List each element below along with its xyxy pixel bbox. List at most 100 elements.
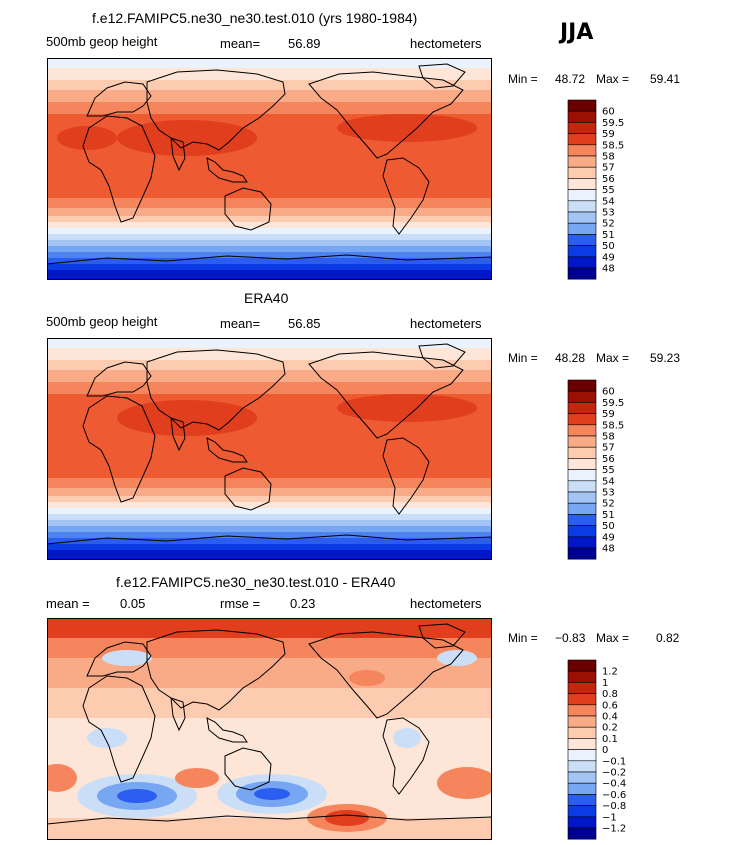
contour-band <box>47 338 492 348</box>
colorbar-box <box>567 760 597 773</box>
panel1-min-label: Min = <box>508 72 538 86</box>
contour-region <box>349 670 385 686</box>
colorbar-box <box>567 155 597 168</box>
colorbar-tick-label: 0.6 <box>602 700 618 711</box>
contour-band <box>47 240 492 246</box>
panel2-mean-label: mean= <box>220 316 261 331</box>
colorbar-tick-label: −1.2 <box>602 824 626 835</box>
colorbar-tick-label: 0.4 <box>602 712 618 723</box>
colorbar-tick-label: 57 <box>602 443 615 454</box>
panel2-min-value: 48.28 <box>555 351 586 365</box>
contour-band <box>47 526 492 532</box>
contour-band <box>47 270 492 280</box>
contour-region <box>175 768 219 788</box>
colorbar-tick-label: 0 <box>602 745 608 756</box>
colorbar-box <box>567 794 597 806</box>
colorbar-box <box>567 166 597 179</box>
contour-band <box>47 246 492 252</box>
contour-band <box>47 68 492 80</box>
colorbar-box <box>567 670 597 683</box>
panel2-title: ERA40 <box>244 290 289 306</box>
colorbar-tick-label: 58 <box>602 152 615 163</box>
coastline <box>47 254 492 280</box>
coastline <box>146 629 286 711</box>
colorbar-box <box>567 805 597 818</box>
coastline <box>170 697 186 732</box>
colorbar-box <box>567 458 597 470</box>
colorbar-tick-label: 53 <box>602 208 615 219</box>
colorbar-box <box>567 693 597 706</box>
coastline <box>206 437 248 463</box>
colorbar-tick-label: 1.2 <box>602 667 618 678</box>
contour-band <box>47 488 492 496</box>
colorbar-box <box>567 178 597 190</box>
coastline <box>47 814 492 840</box>
colorbar-box <box>567 267 597 280</box>
panel1-map <box>47 58 492 280</box>
colorbar-box <box>567 715 597 728</box>
map-frame <box>47 58 492 280</box>
panel1-mean-label: mean= <box>220 36 261 51</box>
coastline <box>224 747 272 791</box>
panel3-rmse-value: 0.23 <box>290 596 316 611</box>
contour-band <box>47 58 492 68</box>
colorbar-tick-label: 0.2 <box>602 723 618 734</box>
coastline <box>86 81 152 117</box>
panel3-min-value: −0.83 <box>555 631 586 645</box>
contour-band <box>47 80 492 90</box>
colorbar-tick-label: −0.4 <box>602 779 626 790</box>
contour-region <box>117 400 257 436</box>
panel3-units: hectometers <box>410 596 482 611</box>
coastline <box>206 157 248 183</box>
colorbar-box <box>567 536 597 549</box>
contour-region <box>57 126 117 150</box>
coastline <box>308 351 464 439</box>
colorbar-tick-label: 54 <box>602 476 615 487</box>
contour-band <box>47 502 492 508</box>
colorbar-box <box>567 749 597 762</box>
colorbar-box <box>567 469 597 482</box>
colorbar-box <box>567 390 597 403</box>
coastline <box>47 534 492 560</box>
colorbar-tick-label: −1 <box>602 812 617 823</box>
map-frame <box>47 618 492 840</box>
colorbar-box <box>567 413 597 426</box>
coastline <box>146 349 286 431</box>
contour-region <box>87 728 127 748</box>
panel1-min-value: 48.72 <box>555 72 586 86</box>
contour-region <box>325 810 369 826</box>
colorbar-box <box>567 816 597 829</box>
colorbar-tick-label: −0.2 <box>602 768 626 779</box>
contour-band <box>47 638 492 658</box>
panel2-min-label: Min = <box>508 351 538 365</box>
coastline <box>86 361 152 397</box>
contour-band <box>47 360 492 370</box>
colorbar-tick-label: 56 <box>602 174 615 185</box>
colorbar-box <box>567 738 597 750</box>
contour-band <box>47 102 492 114</box>
colorbar-box <box>567 827 597 840</box>
colorbar-box <box>567 547 597 560</box>
panel2-max-label: Max = <box>596 351 630 365</box>
colorbar-tick-label: 59 <box>602 409 615 420</box>
colorbar-tick-label: 58 <box>602 432 615 443</box>
panel1-max-label: Max = <box>596 72 630 86</box>
colorbar-box <box>567 446 597 459</box>
coastline <box>82 675 156 783</box>
contour-region <box>47 764 77 792</box>
colorbar-tick-label: 59.5 <box>602 398 624 409</box>
contour-band <box>47 228 492 234</box>
colorbar-box <box>567 782 597 795</box>
colorbar-box <box>567 514 597 526</box>
colorbar-box <box>567 682 597 694</box>
colorbar-box <box>567 122 597 134</box>
colorbar-box <box>567 99 597 112</box>
colorbar-tick-label: 59.5 <box>602 118 624 129</box>
panel3-title: f.e12.FAMIPC5.ne30_ne30.test.010 - ERA40 <box>116 574 396 590</box>
panel1-max-value: 59.41 <box>650 72 681 86</box>
contour-region <box>393 728 421 748</box>
colorbar-box <box>567 256 597 269</box>
coastline <box>206 717 248 743</box>
panel3-max-label: Max = <box>596 631 630 645</box>
contour-band <box>47 514 492 520</box>
